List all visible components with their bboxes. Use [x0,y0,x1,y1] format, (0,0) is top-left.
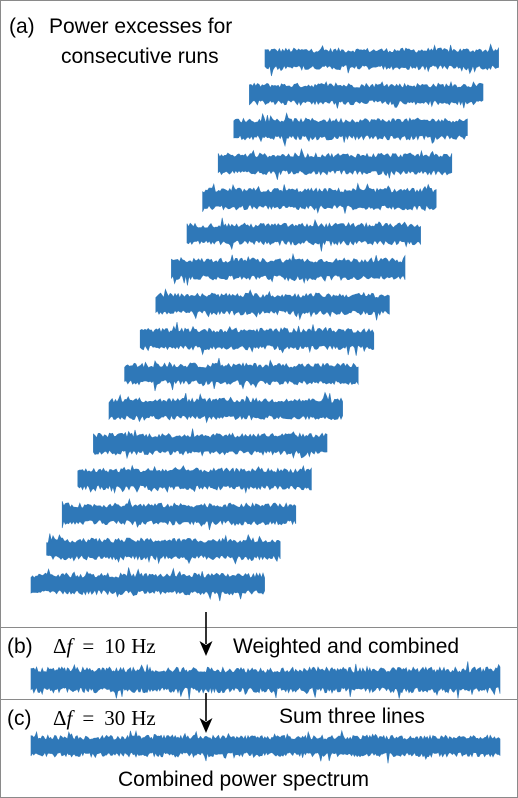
arrow-b-to-c [199,693,213,733]
panel-c-resolution: Δf = 30 Hz [53,706,156,730]
panel-b-description: Weighted and combined [233,635,459,658]
resolution-unit: Hz [131,706,156,730]
resolution-value: 10 [104,634,125,658]
delta-symbol: Δ [53,634,67,658]
run-trace-13 [77,464,312,494]
panel-b-tag: (b) [7,635,33,658]
combined-trace-b [30,661,501,701]
run-trace-7 [171,252,406,286]
combined-trace-b-line [30,661,501,701]
combined-trace-c [30,729,501,764]
run-trace-12 [93,428,328,460]
panel-b-resolution: Δf = 10 Hz [53,634,156,658]
resolution-value: 30 [104,706,125,730]
panel-c-description: Sum three lines [279,705,425,728]
run-trace-5 [202,182,437,214]
equals-sign: = [82,634,94,658]
arrow-a-to-b [199,612,213,656]
equals-sign: = [82,706,94,730]
panel-a-tag: (a) [9,15,35,38]
panel-c-tag: (c) [7,707,32,730]
panel-c-caption: Combined power spectrum [118,768,369,791]
f-symbol: f [67,706,76,730]
run-trace-8 [155,288,390,321]
resolution-unit: Hz [131,634,156,658]
combined-trace-c-line [30,729,501,764]
run-trace-2 [249,81,484,109]
run-trace-11 [108,391,343,424]
run-trace-14 [61,497,297,531]
run-trace-1 [264,43,499,77]
panel-a-title-line1: Power excesses for [49,15,232,38]
run-trace-4 [217,148,453,180]
run-trace-3 [233,112,468,147]
panel-a-title-line2: consecutive runs [61,45,219,68]
f-symbol: f [67,634,76,658]
run-trace-16 [30,567,265,602]
run-trace-9 [139,321,375,356]
run-trace-10 [124,357,359,392]
run-trace-15 [46,533,281,565]
delta-symbol: Δ [53,706,67,730]
run-trace-6 [186,217,421,252]
run-traces-group [30,43,499,602]
